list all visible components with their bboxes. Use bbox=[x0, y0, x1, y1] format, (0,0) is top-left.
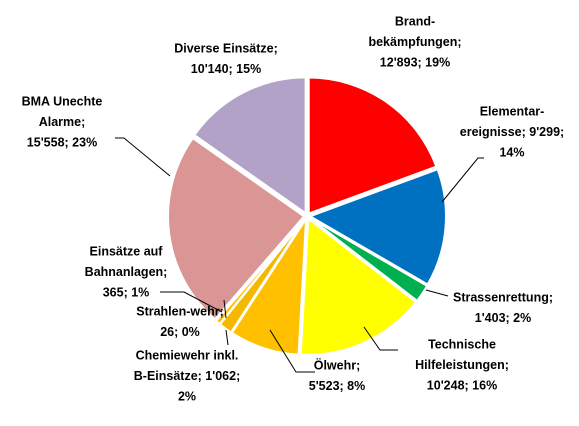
slice-label: Hilfeleistungen; bbox=[415, 358, 509, 372]
pie-slice bbox=[307, 76, 438, 215]
slice-label: Strahlen-wehr; bbox=[136, 304, 224, 318]
slice-label: Bahnanlagen; bbox=[85, 265, 168, 279]
slice-label: Einsätze auf bbox=[90, 244, 164, 258]
pie-slice bbox=[167, 136, 306, 321]
slice-label: B-Einsätze; 1'062; bbox=[134, 369, 240, 383]
slice-label: Brand- bbox=[395, 14, 435, 28]
slice-label: BMA Unechte bbox=[22, 94, 103, 108]
slice-label: Alarme; bbox=[39, 115, 86, 129]
slice-label: Diverse Einsätze; bbox=[174, 41, 278, 55]
slice-label: Chemiewehr inkl. bbox=[136, 348, 239, 362]
leader-line bbox=[225, 329, 229, 346]
slice-label: 1'403; 2% bbox=[475, 311, 531, 325]
slice-label: ereignisse; 9'299; bbox=[460, 125, 564, 139]
slice-label: bekämpfungen; bbox=[368, 35, 461, 49]
slice-label: 15'558; 23% bbox=[27, 135, 97, 149]
slice-label: 26; 0% bbox=[160, 325, 200, 339]
leader-line bbox=[425, 289, 449, 297]
leader-line bbox=[441, 157, 484, 203]
leader-line bbox=[269, 329, 315, 373]
slice-label: Elementar- bbox=[480, 104, 545, 118]
slice-label: Strassenrettung; bbox=[453, 290, 553, 304]
slice-label: Ölwehr; bbox=[314, 357, 361, 372]
slice-label: 365; 1% bbox=[103, 285, 150, 299]
slice-label: 10'248; 16% bbox=[427, 378, 497, 392]
slice-label: 10'140; 15% bbox=[191, 62, 261, 76]
pie-slice bbox=[299, 216, 418, 356]
slice-label: 2% bbox=[178, 389, 196, 403]
slice-label: 12'893; 19% bbox=[380, 55, 450, 69]
leader-line bbox=[363, 326, 398, 351]
leader-line bbox=[115, 137, 171, 177]
slice-label: Technische bbox=[428, 337, 496, 351]
leader-line bbox=[160, 291, 223, 313]
pie-slice bbox=[307, 167, 447, 286]
slice-label: 5'523; 8% bbox=[309, 379, 365, 393]
pie-slice bbox=[192, 76, 307, 216]
slice-label: 14% bbox=[499, 145, 524, 159]
pie-slice bbox=[308, 216, 429, 303]
leader-line bbox=[223, 299, 227, 319]
pie-slice bbox=[214, 217, 306, 326]
